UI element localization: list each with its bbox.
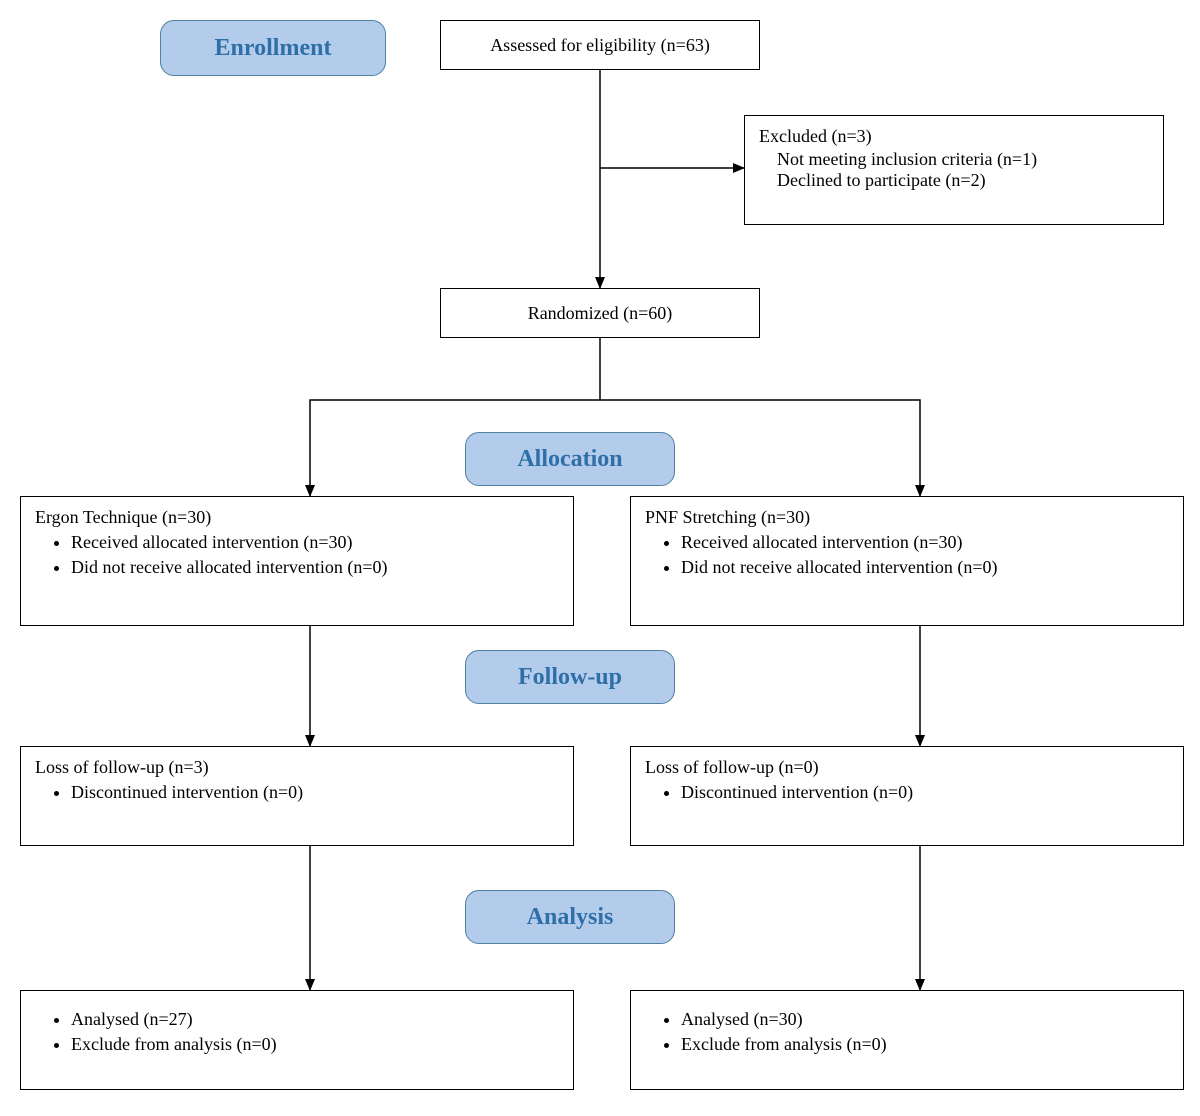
stage-enrollment: Enrollment [160,20,386,76]
box-alloc-left: Ergon Technique (n=30) Received allocate… [20,496,574,626]
box-an-left-item-1: Exclude from analysis (n=0) [71,1034,559,1055]
box-fu-right: Loss of follow-up (n=0) Discontinued int… [630,746,1184,846]
stage-analysis: Analysis [465,890,675,944]
box-randomized: Randomized (n=60) [440,288,760,338]
stage-allocation: Allocation [465,432,675,486]
box-alloc-right-item-1: Did not receive allocated intervention (… [681,557,1169,578]
box-excluded-item-0: Not meeting inclusion criteria (n=1) [777,149,1149,170]
box-assessed-text: Assessed for eligibility (n=63) [490,35,710,56]
box-alloc-right-item-0: Received allocated intervention (n=30) [681,532,1169,553]
box-excluded: Excluded (n=3) Not meeting inclusion cri… [744,115,1164,225]
stage-enrollment-text: Enrollment [215,35,332,62]
stage-followup: Follow-up [465,650,675,704]
box-fu-left-item-0: Discontinued intervention (n=0) [71,782,559,803]
box-excluded-title: Excluded (n=3) [759,126,1149,147]
box-assessed: Assessed for eligibility (n=63) [440,20,760,70]
stage-analysis-text: Analysis [527,904,614,931]
box-an-right-item-1: Exclude from analysis (n=0) [681,1034,1169,1055]
box-alloc-left-item-0: Received allocated intervention (n=30) [71,532,559,553]
box-excluded-item-1: Declined to participate (n=2) [777,170,1149,191]
box-an-right: Analysed (n=30) Exclude from analysis (n… [630,990,1184,1090]
box-an-right-item-0: Analysed (n=30) [681,1009,1169,1030]
box-an-left: Analysed (n=27) Exclude from analysis (n… [20,990,574,1090]
box-alloc-right-title: PNF Stretching (n=30) [645,507,1169,528]
box-fu-right-item-0: Discontinued intervention (n=0) [681,782,1169,803]
stage-followup-text: Follow-up [518,664,622,691]
box-fu-left: Loss of follow-up (n=3) Discontinued int… [20,746,574,846]
box-alloc-left-item-1: Did not receive allocated intervention (… [71,557,559,578]
box-alloc-right: PNF Stretching (n=30) Received allocated… [630,496,1184,626]
stage-allocation-text: Allocation [517,446,622,473]
box-randomized-text: Randomized (n=60) [528,303,673,324]
box-alloc-left-title: Ergon Technique (n=30) [35,507,559,528]
box-fu-right-title: Loss of follow-up (n=0) [645,757,1169,778]
box-an-left-item-0: Analysed (n=27) [71,1009,559,1030]
box-fu-left-title: Loss of follow-up (n=3) [35,757,559,778]
